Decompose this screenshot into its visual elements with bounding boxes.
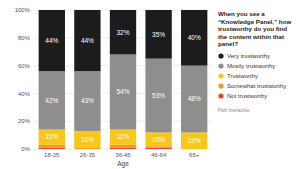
x-tick-label: 65+ [189, 152, 200, 158]
x-tick-label: 26-35 [80, 152, 96, 158]
chart-title: When you see a“Knowledge Panel,” howtrus… [218, 10, 291, 47]
legend-swatch [218, 53, 223, 58]
data-label: 11% [117, 133, 130, 140]
x-tick-label: 36-45 [115, 152, 131, 158]
title-line: trustworthy do you find [218, 25, 287, 32]
data-labels: 11% 42% 44% 12% 43% 44% 11% 54% 32% 10% 53% 35% 12% 4… [45, 29, 201, 144]
y-tick-label: 60% [18, 63, 31, 69]
data-label: 12% [188, 137, 201, 144]
y-tick-label: 40% [18, 91, 31, 97]
bar-segment [110, 148, 136, 149]
bar-segment [74, 131, 100, 148]
legend-swatch [218, 63, 223, 68]
bar-segment [110, 10, 136, 54]
chart: 0% 20% 40% 60% 80% 100% 11% 42% 44% 12% 43% 44% 11% 5… [0, 0, 300, 169]
bar-segment [110, 145, 136, 148]
y-tick-label: 0% [21, 146, 30, 152]
bar-segment [110, 130, 136, 145]
legend-label: Somewhat trustworthy [227, 83, 286, 89]
bar-segment [74, 149, 100, 150]
legend-swatch [218, 83, 223, 88]
x-tick-label: 18-25 [44, 152, 60, 158]
bar-segment [181, 10, 207, 66]
data-label: 42% [45, 97, 58, 104]
data-label: 53% [152, 92, 165, 99]
bar-segment [145, 146, 171, 147]
bar-segment [110, 54, 136, 129]
data-label: 44% [81, 37, 94, 44]
legend-swatch [218, 73, 223, 78]
bar-segment [39, 130, 65, 145]
data-label: 10% [152, 136, 165, 143]
bars [39, 10, 208, 149]
bar-segment [181, 132, 207, 149]
y-tick-label: 20% [18, 118, 31, 124]
legend-label: Trustworthy [227, 73, 258, 79]
bar-segment [145, 148, 171, 149]
data-label: 32% [116, 29, 129, 36]
data-label: 43% [81, 97, 94, 104]
bar-segment [145, 10, 171, 59]
y-tick-label: 100% [15, 7, 31, 13]
legend-swatch [218, 93, 223, 98]
data-label: 35% [152, 31, 165, 38]
data-label: 48% [188, 95, 201, 102]
bar-segment [39, 71, 65, 129]
bar-segment [39, 148, 65, 149]
data-label: 12% [81, 136, 94, 143]
bar-segment [74, 71, 100, 131]
title-line: When you see a [218, 10, 265, 17]
bar-segment [145, 132, 171, 146]
x-tick-label: 46-64 [151, 152, 167, 158]
bar-segment [145, 59, 171, 133]
title-line: panel? [218, 40, 238, 47]
legend-label: Not trustworthy [227, 93, 267, 99]
bar-segment [39, 10, 65, 71]
legend-label: Mostly trustworthy [227, 63, 275, 69]
bar-segment [74, 148, 100, 149]
bar-segment [39, 145, 65, 148]
title-line: the content within that [218, 33, 284, 40]
data-label: 40% [188, 34, 201, 41]
bar-segment [74, 10, 100, 71]
y-tick-label: 80% [18, 35, 31, 41]
data-label: 44% [45, 37, 58, 44]
x-axis-label: Age [117, 160, 129, 168]
bar-segment [181, 66, 207, 133]
data-label: 54% [116, 88, 129, 95]
data-label: 11% [46, 133, 59, 140]
title-line: “Knowledge Panel,” how [218, 18, 291, 25]
legend-label: Very trustworthy [227, 53, 270, 59]
annotation: Path Interactive [218, 108, 250, 113]
